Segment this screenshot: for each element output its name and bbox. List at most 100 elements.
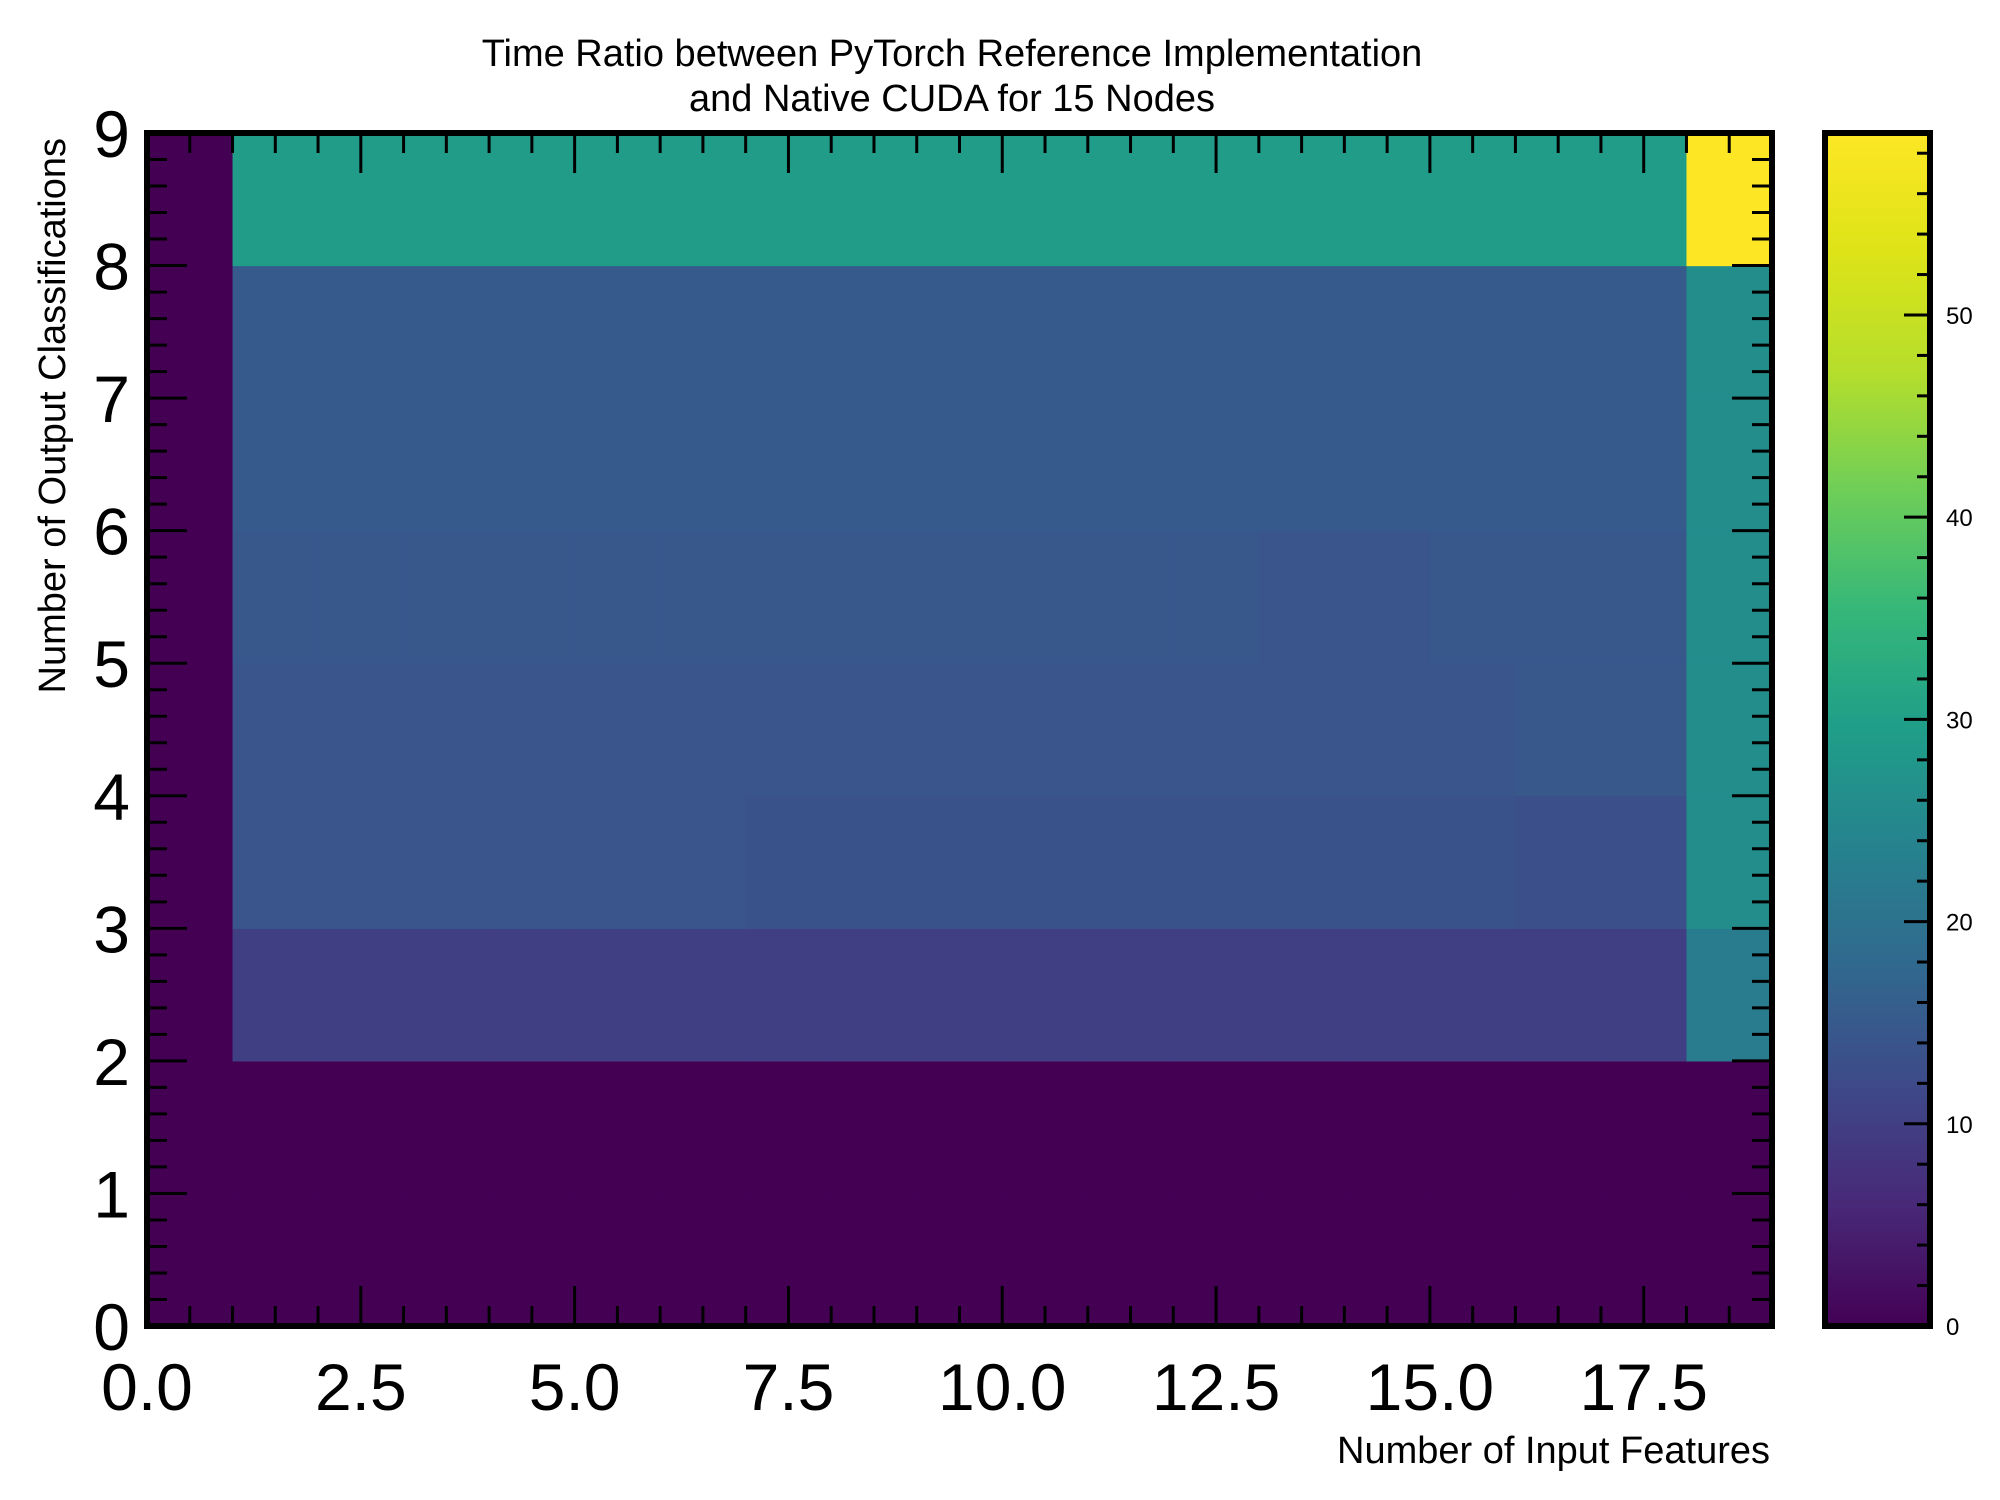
heatmap-cell xyxy=(1344,398,1431,532)
heatmap-cell xyxy=(660,133,747,267)
colorbar-tick-label: 50 xyxy=(1946,303,1973,330)
heatmap-cell xyxy=(1258,265,1345,399)
heatmap-cell xyxy=(1515,398,1602,532)
x-tick-label: 15.0 xyxy=(1366,1350,1494,1424)
heatmap-cell xyxy=(745,1060,832,1195)
colorbar-frame xyxy=(1822,130,1933,1329)
heatmap-cell xyxy=(1002,795,1089,929)
y-tick-label: 9 xyxy=(93,97,130,171)
heatmap-cell xyxy=(1515,1193,1602,1327)
x-tick-label: 12.5 xyxy=(1152,1350,1280,1424)
heatmap-cell xyxy=(574,265,661,399)
colorbar-tick-labels: 0 10 20 30 40 50 xyxy=(1946,303,1973,1341)
heatmap-cell xyxy=(1258,398,1345,532)
heatmap-cell xyxy=(403,1060,490,1195)
chart-title-line-2: and Native CUDA for 15 Nodes xyxy=(689,78,1215,120)
heatmap-cell xyxy=(1686,398,1773,532)
heatmap-cell xyxy=(660,663,747,797)
heatmap-cell xyxy=(147,663,234,797)
heatmap-cell xyxy=(1515,795,1602,929)
heatmap-cell xyxy=(660,530,747,664)
heatmap-cell xyxy=(1686,133,1773,267)
heatmap-cell xyxy=(403,398,490,532)
y-axis-label: Number of Output Classifications xyxy=(32,138,74,693)
heatmap-cell xyxy=(916,398,1003,532)
colorbar-gradient xyxy=(1825,133,1930,1326)
heatmap-cell xyxy=(916,795,1003,929)
x-tick-label: 7.5 xyxy=(743,1350,835,1424)
heatmap-cell xyxy=(1258,1060,1345,1195)
heatmap-cell xyxy=(1002,1060,1089,1195)
heatmap-cell xyxy=(916,1193,1003,1327)
heatmap-cell xyxy=(1344,663,1431,797)
heatmap-cell xyxy=(1087,530,1174,664)
heatmap-cell xyxy=(147,530,234,664)
heatmap-cell xyxy=(489,795,576,929)
heatmap-cell xyxy=(1173,1060,1260,1195)
y-tick-label: 8 xyxy=(93,230,130,304)
heatmap-cell xyxy=(1686,265,1773,399)
heatmap-cell xyxy=(1429,530,1517,664)
heatmap-cell xyxy=(1087,133,1174,267)
heatmap-cell xyxy=(1344,795,1431,929)
heatmap-cell xyxy=(745,795,832,929)
heatmap-cell xyxy=(574,663,661,797)
heatmap-cell xyxy=(574,398,661,532)
heatmap-cell xyxy=(1429,265,1517,399)
heatmap-cell xyxy=(574,530,661,664)
heatmap-cell xyxy=(916,133,1003,267)
heatmap-cell xyxy=(318,795,405,929)
x-axis-label: Number of Input Features xyxy=(1337,1430,1770,1472)
heatmap-cell xyxy=(232,663,319,797)
heatmap-cell xyxy=(1087,265,1174,399)
y-tick-label: 1 xyxy=(93,1157,130,1231)
heatmap-cell xyxy=(916,663,1003,797)
heatmap-cell xyxy=(574,1193,661,1327)
heatmap-cell xyxy=(1173,530,1260,664)
x-tick-label: 10.0 xyxy=(938,1350,1066,1424)
heatmap-cell xyxy=(574,1060,661,1195)
colorbar-tick-label: 40 xyxy=(1946,505,1973,532)
heatmap-cell xyxy=(318,265,405,399)
heatmap-cell xyxy=(1686,663,1773,797)
x-tick-label: 17.5 xyxy=(1579,1350,1707,1424)
heatmap-cell xyxy=(1173,265,1260,399)
heatmap-cell xyxy=(831,133,918,267)
heatmap-cell xyxy=(147,1193,234,1327)
heatmap-cell xyxy=(745,530,832,664)
y-tick-labels: 0 1 2 3 4 5 6 7 8 9 xyxy=(93,97,130,1364)
heatmap-cell xyxy=(1429,1193,1517,1327)
heatmap-cell xyxy=(403,265,490,399)
y-tick-label: 5 xyxy=(93,627,130,701)
heatmap-cell xyxy=(745,398,832,532)
heatmap-cell xyxy=(1344,1060,1431,1195)
heatmap-cell xyxy=(831,928,918,1062)
heatmap-cell xyxy=(1002,1193,1089,1327)
heatmap-cell xyxy=(489,1060,576,1195)
heatmap-cell xyxy=(232,928,319,1062)
heatmap-cell xyxy=(1429,398,1517,532)
colorbar-tick-label: 0 xyxy=(1946,1314,1959,1341)
heatmap-cell xyxy=(1686,795,1773,929)
heatmap-cell xyxy=(147,265,234,399)
heatmap-cell xyxy=(831,398,918,532)
heatmap-cell xyxy=(745,928,832,1062)
heatmap-cell xyxy=(1344,133,1431,267)
heatmap-cell xyxy=(1344,530,1431,664)
heatmap-cell xyxy=(1087,663,1174,797)
heatmap-cell xyxy=(147,795,234,929)
heatmap-cell xyxy=(403,663,490,797)
heatmap-cell xyxy=(1002,265,1089,399)
heatmap-cell xyxy=(403,928,490,1062)
plot-frame xyxy=(144,130,1775,1329)
heatmap-cell xyxy=(232,398,319,532)
heatmap-cell xyxy=(1515,663,1602,797)
heatmap-cell xyxy=(147,133,234,267)
chart-title-line-1: Time Ratio between PyTorch Reference Imp… xyxy=(482,33,1423,75)
heatmap-cell xyxy=(1087,1193,1174,1327)
heatmap-cell xyxy=(1515,530,1602,664)
heatmap-cell xyxy=(1600,398,1688,532)
heatmap-cell xyxy=(1087,928,1174,1062)
heatmap-cell xyxy=(489,398,576,532)
